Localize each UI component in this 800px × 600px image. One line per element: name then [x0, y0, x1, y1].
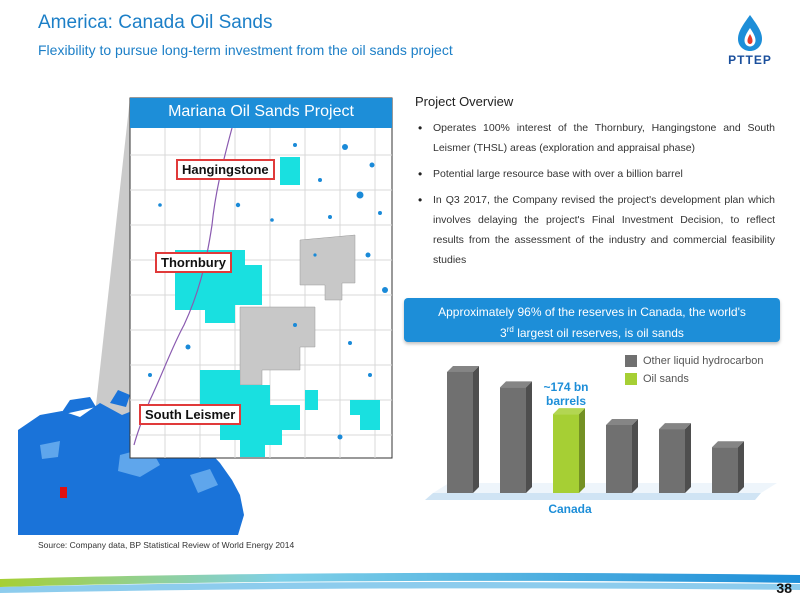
project-map — [18, 97, 393, 535]
bar-top — [500, 381, 532, 388]
callout-line-2: 3rd largest oil reserves, is oil sands — [404, 321, 780, 342]
page-number: 38 — [776, 580, 792, 596]
reserves-callout: Approximately 96% of the reserves in Can… — [404, 298, 780, 342]
grey-lease-area — [299, 234, 356, 301]
bar-front — [447, 371, 473, 493]
chart-bar — [447, 365, 479, 493]
pttep-logo: PTTEP — [712, 12, 788, 72]
chart-bar — [659, 423, 691, 493]
list-item: • Potential large resource base with over… — [415, 164, 775, 184]
chart-bar — [553, 408, 585, 493]
source-note: Source: Company data, BP Statistical Rev… — [38, 540, 295, 550]
bullet-text: Operates 100% interest of the Thornbury,… — [433, 122, 775, 154]
chart-bar — [500, 381, 532, 493]
bar-front — [659, 429, 685, 493]
map-label-south-leismer: South Leismer — [139, 404, 242, 425]
bar-side — [632, 419, 638, 493]
bar-side — [579, 408, 585, 493]
bullet-icon: • — [418, 193, 423, 207]
chart-legend: Other liquid hydrocarbon Oil sands — [625, 352, 763, 388]
overview-heading: Project Overview — [415, 94, 514, 109]
bar-top — [447, 365, 479, 372]
bar-top — [553, 408, 585, 415]
south-leismer-area — [305, 390, 318, 410]
legend-swatch-other — [625, 355, 637, 367]
bullet-icon: • — [418, 121, 423, 135]
south-leismer-area — [350, 400, 380, 430]
annotation-line-1: ~174 bn — [543, 380, 589, 394]
bullet-text: Potential large resource base with over … — [433, 168, 683, 180]
map-title: Mariana Oil Sands Project — [168, 103, 354, 120]
bullet-text: In Q3 2017, the Company revised the proj… — [433, 194, 775, 266]
bar-top — [606, 419, 638, 425]
page-title: America: Canada Oil Sands — [38, 12, 273, 33]
list-item: • Operates 100% interest of the Thornbury… — [415, 118, 775, 158]
legend-label-other: Other liquid hydrocarbon — [643, 355, 764, 367]
canada-bar-annotation: ~174 bn barrels — [536, 380, 596, 408]
legend-swatch-oil-sands — [625, 373, 637, 385]
footer-band — [0, 572, 800, 593]
bullet-icon: • — [418, 167, 423, 181]
overview-bullets: • Operates 100% interest of the Thornbury… — [415, 118, 775, 276]
bar-side — [473, 365, 479, 493]
map-title-bar — [130, 98, 392, 128]
chart-bar — [606, 419, 638, 493]
bar-side — [738, 441, 744, 493]
callout-line-1: Approximately 96% of the reserves in Can… — [438, 305, 746, 319]
chart-bar — [712, 441, 744, 493]
location-marker — [60, 487, 67, 498]
chart-floor-front — [425, 493, 761, 500]
legend-label-oil-sands: Oil sands — [643, 373, 689, 385]
bar-group — [447, 365, 744, 493]
map-label-hangingstone: Hangingstone — [176, 159, 275, 180]
legend-item: Other liquid hydrocarbon — [625, 352, 763, 370]
bar-front — [712, 447, 738, 493]
hangingstone-area — [280, 157, 300, 185]
annotation-line-2: barrels — [545, 394, 587, 408]
lakes — [148, 143, 388, 440]
logo-text: PTTEP — [728, 53, 772, 67]
callout-ordinal-suffix: rd — [506, 325, 514, 334]
list-item: • In Q3 2017, the Company revised the pro… — [415, 190, 775, 270]
callout-ordinal: 3 — [500, 326, 507, 340]
south-leismer-area — [200, 370, 300, 457]
bar-side — [685, 423, 691, 493]
pttep-flame-drop-icon — [738, 15, 762, 51]
bar-top — [659, 423, 691, 430]
bar-front — [606, 425, 632, 493]
projection-beam — [62, 98, 130, 488]
legend-item: Oil sands — [625, 370, 763, 388]
map-label-thornbury: Thornbury — [155, 252, 232, 273]
reserves-bar-chart — [425, 365, 777, 500]
bar-front — [553, 414, 579, 493]
category-label-canada: Canada — [548, 502, 592, 516]
bar-side — [526, 381, 532, 493]
bar-top — [712, 441, 744, 448]
callout-line-2-text: largest oil reserves, is oil sands — [513, 326, 684, 340]
bar-front — [500, 387, 526, 493]
page-subtitle: Flexibility to pursue long-term investme… — [38, 42, 453, 58]
